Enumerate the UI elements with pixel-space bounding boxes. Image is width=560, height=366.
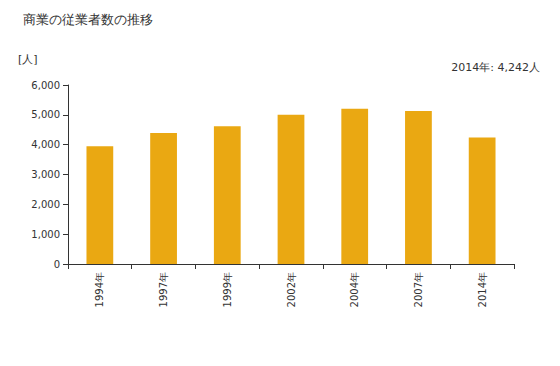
svg-text:2004年: 2004年 — [349, 272, 360, 307]
svg-text:[人]: [人] — [18, 53, 38, 66]
svg-text:4,000: 4,000 — [31, 139, 60, 150]
svg-text:0: 0 — [54, 259, 60, 270]
svg-text:2,000: 2,000 — [31, 199, 60, 210]
svg-text:1994年: 1994年 — [94, 272, 105, 307]
svg-text:2002年: 2002年 — [286, 272, 297, 307]
svg-text:2014年: 2014年 — [477, 272, 488, 307]
svg-text:1997年: 1997年 — [158, 272, 169, 307]
svg-text:5,000: 5,000 — [31, 109, 60, 120]
svg-text:1999年: 1999年 — [222, 272, 233, 307]
svg-text:2014年: 4,242人: 2014年: 4,242人 — [451, 61, 540, 74]
svg-text:6,000: 6,000 — [31, 80, 60, 91]
svg-text:1,000: 1,000 — [31, 229, 60, 240]
svg-text:商業の従業者数の推移: 商業の従業者数の推移 — [23, 12, 153, 27]
svg-text:3,000: 3,000 — [31, 169, 60, 180]
svg-text:2007年: 2007年 — [413, 272, 424, 307]
